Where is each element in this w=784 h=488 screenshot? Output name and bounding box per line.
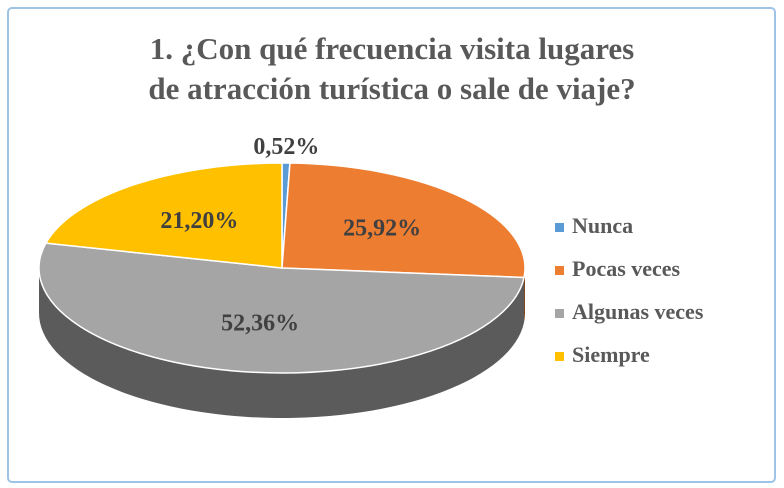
data-label: 0,52% (253, 134, 319, 160)
pie-side (39, 268, 525, 418)
pie-slice (44, 162, 283, 269)
data-label: 52,36% (221, 310, 299, 336)
legend-swatch (555, 352, 564, 361)
chart-title: 1. ¿Con qué frecuencia visita lugares (150, 31, 635, 66)
legend-swatch (555, 266, 564, 275)
legend-swatch (555, 223, 564, 232)
legend-label: Nunca (572, 213, 633, 238)
legend-label: Algunas veces (572, 299, 704, 324)
pie-side (524, 268, 525, 323)
legend-swatch (555, 309, 564, 318)
legend-label: Pocas veces (572, 256, 681, 281)
chart-title: de atracción turística o sale de viaje? (148, 71, 635, 106)
data-label: 25,92% (343, 215, 421, 241)
data-label: 21,20% (160, 208, 238, 234)
pie-slice (38, 242, 525, 374)
legend-label: Siempre (572, 342, 650, 367)
pie-slice (281, 162, 526, 279)
